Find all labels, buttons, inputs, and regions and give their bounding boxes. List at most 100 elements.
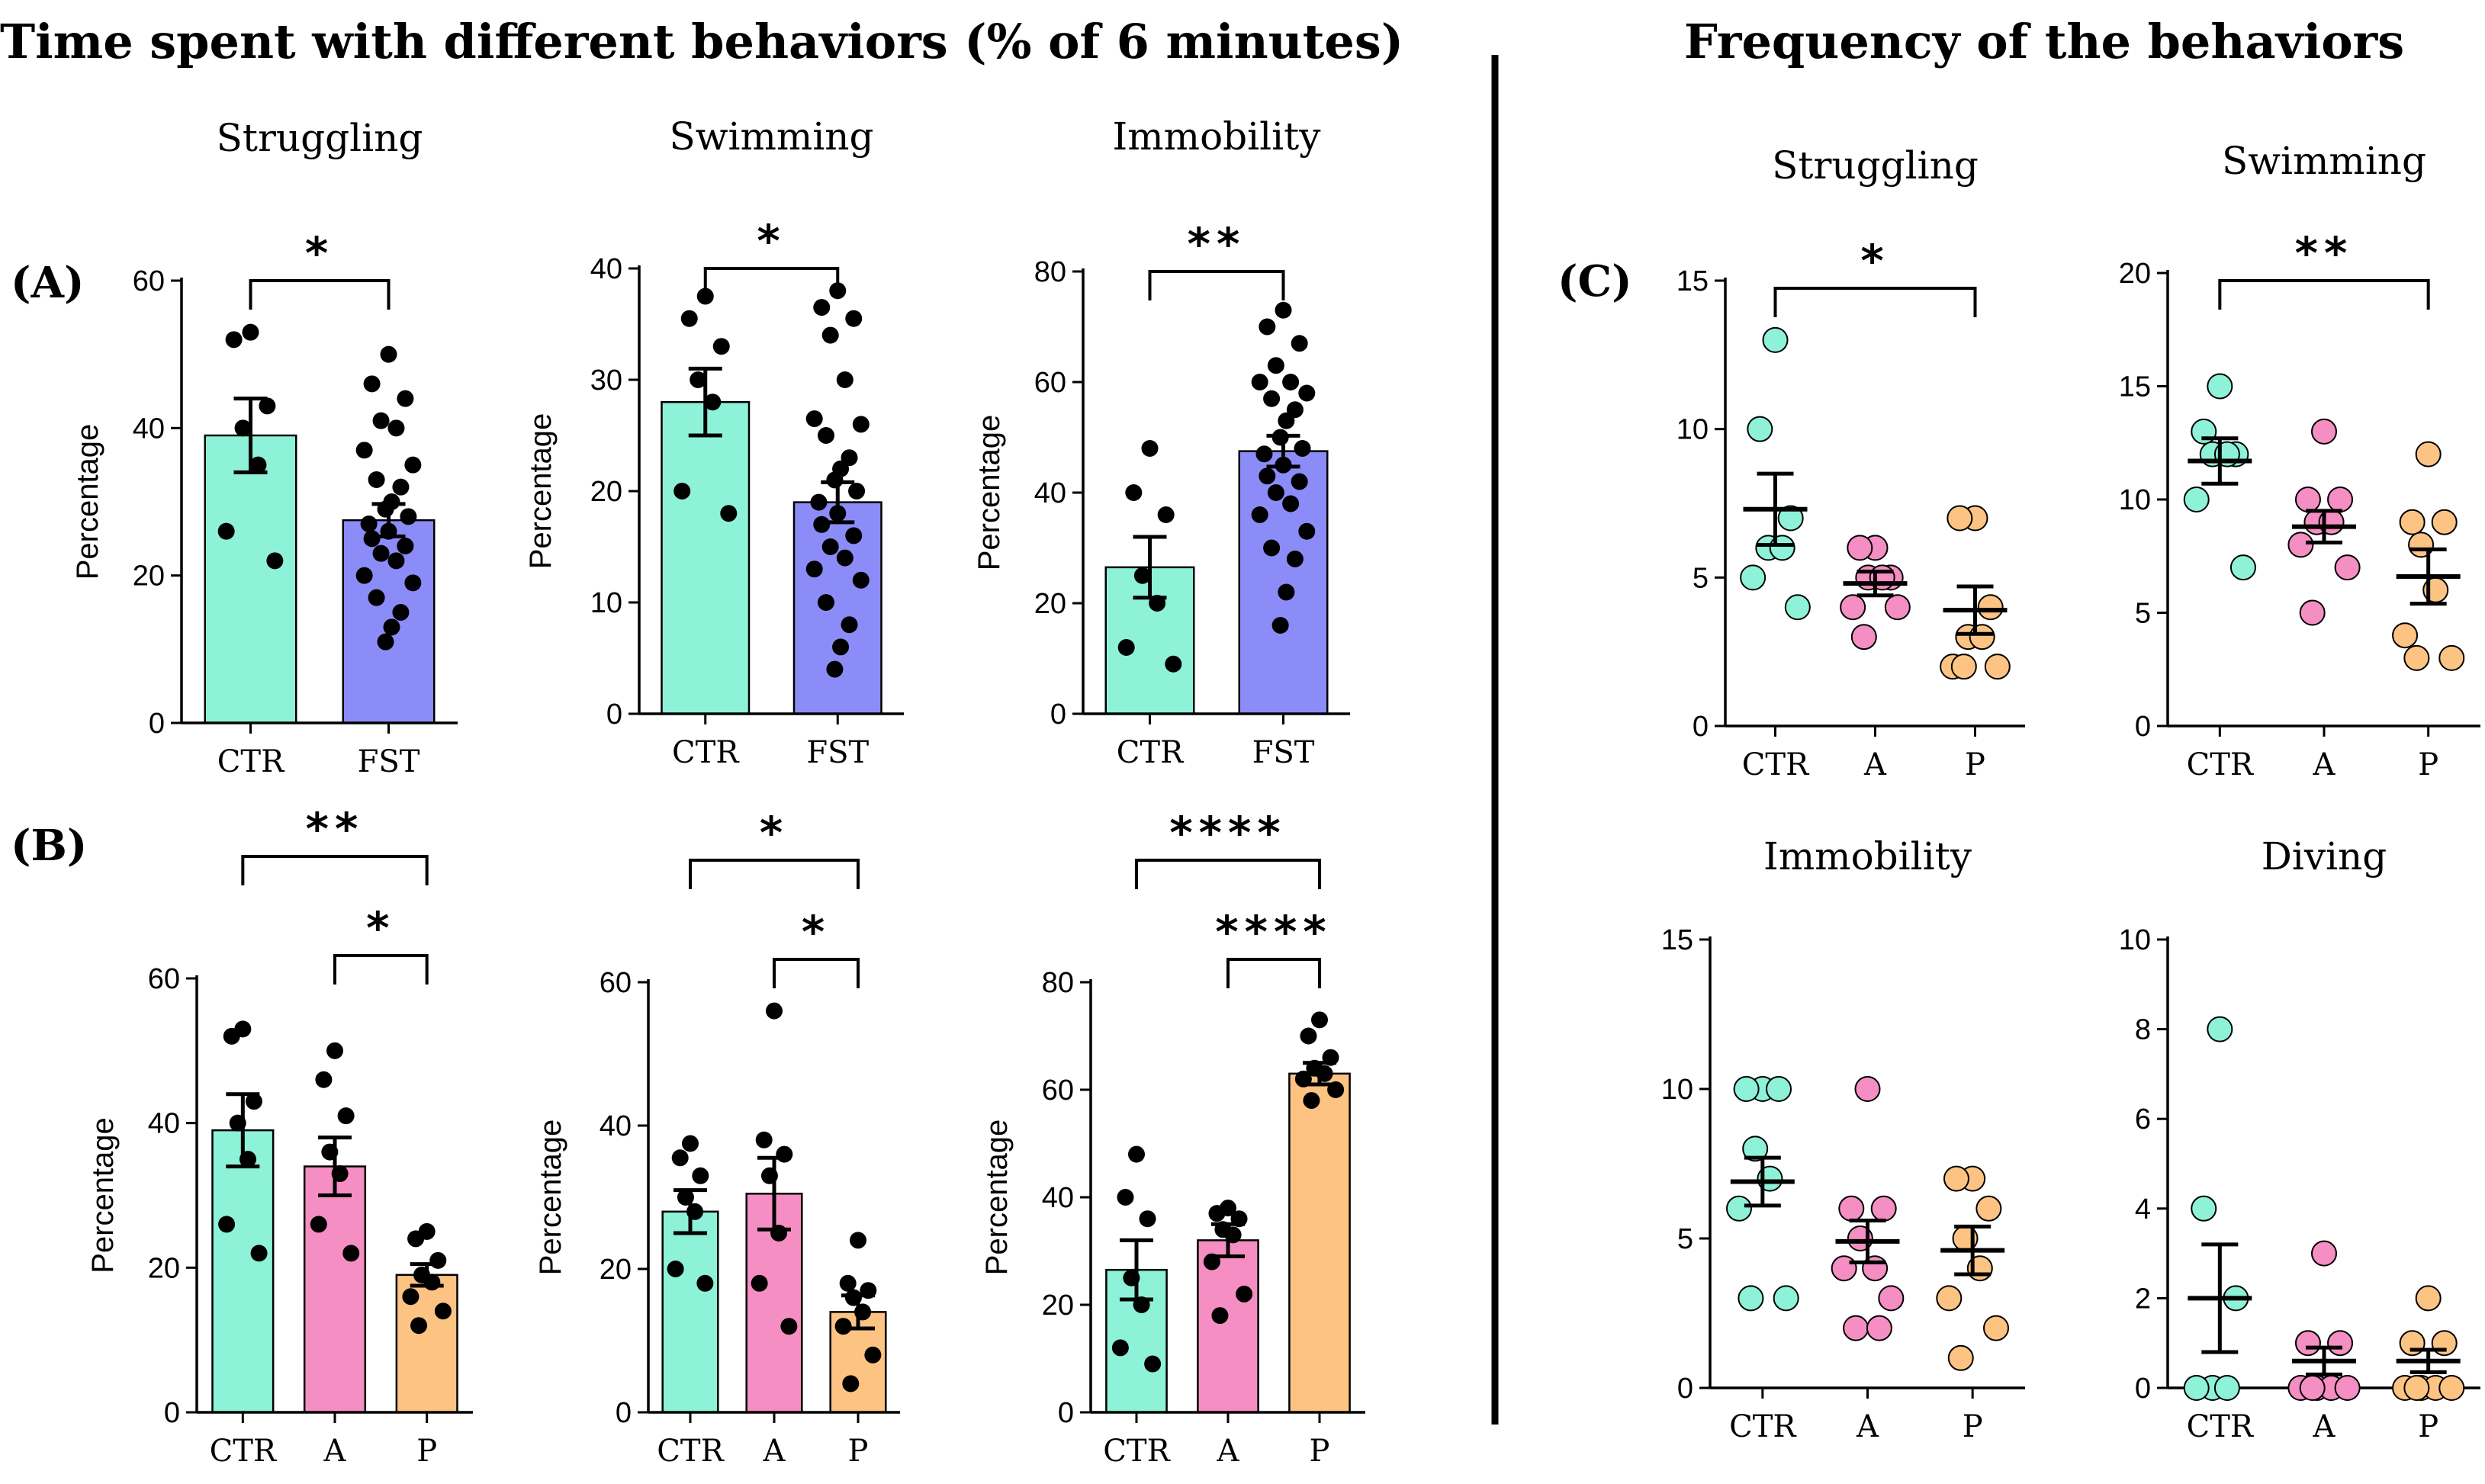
data-point [1843, 1315, 1869, 1341]
data-point [1740, 564, 1767, 591]
chart-title: Struggling [1772, 143, 1979, 188]
y-tick-label: 20 [1042, 1290, 1074, 1322]
y-tick-label: 0 [606, 699, 622, 731]
data-point [836, 371, 854, 388]
x-tick-label: P [2418, 747, 2438, 782]
data-point [387, 419, 405, 437]
data-point [2299, 1375, 2326, 1401]
chart-B-swimming: 0 20 40 60 Percentage CTR A P ** [534, 807, 900, 1469]
data-point [1282, 374, 1300, 390]
data-point [337, 1107, 355, 1125]
data-point [1725, 1195, 1752, 1222]
y-tick-label: 15 [1676, 265, 1709, 297]
data-point [372, 544, 390, 562]
y-axis-label: Percentage [980, 1119, 1014, 1276]
data-point [712, 338, 730, 355]
data-point [245, 1093, 262, 1110]
data-point [1271, 617, 1289, 634]
data-point [720, 505, 738, 522]
x-tick-label: P [1965, 747, 1985, 782]
data-point [1838, 1195, 1865, 1222]
x-tick-label: CTR [2187, 1409, 2255, 1444]
data-point [1263, 390, 1281, 407]
data-point [1943, 1165, 1969, 1192]
data-point [832, 638, 850, 656]
data-point [1831, 1255, 1857, 1282]
data-point [821, 538, 839, 555]
y-axis-label: Percentage [534, 1119, 567, 1276]
data-point [368, 589, 385, 606]
data-point [342, 1245, 360, 1262]
data-point [250, 1245, 268, 1262]
data-point [2334, 554, 2361, 581]
data-point [1267, 484, 1284, 501]
significance-label: * [305, 227, 334, 279]
data-point [2183, 487, 2210, 512]
data-point [2403, 1375, 2430, 1401]
x-tick-label: P [1310, 1434, 1330, 1469]
data-point [813, 516, 831, 533]
y-tick-label: 10 [2119, 924, 2151, 956]
data-point [780, 1318, 798, 1335]
y-axis-label: Percentage [71, 424, 104, 580]
y-tick-label: 80 [1042, 967, 1074, 999]
data-point [1766, 1076, 1792, 1102]
y-tick-label: 0 [1050, 699, 1066, 731]
data-point [397, 390, 414, 407]
data-point [692, 1167, 709, 1184]
data-point [1983, 1315, 2010, 1341]
data-point [1936, 1285, 1963, 1312]
y-tick-label: 5 [1677, 1223, 1693, 1255]
y-tick-label: 40 [133, 413, 165, 445]
significance-bracket [2218, 279, 2430, 310]
data-point [2183, 1375, 2210, 1401]
data-point [1298, 522, 1316, 540]
data-point [383, 618, 400, 636]
significance-label: * [802, 906, 831, 958]
data-point [397, 538, 414, 554]
y-tick-label: 80 [1034, 256, 1066, 288]
data-point [402, 1288, 420, 1306]
data-point [2294, 1330, 2321, 1357]
data-point [2438, 1375, 2465, 1401]
y-tick-label: 40 [590, 253, 622, 285]
data-point [363, 530, 381, 548]
data-point [2415, 1285, 2442, 1312]
data-point [2294, 487, 2321, 512]
x-tick-label: P [416, 1434, 437, 1469]
chart-B-struggling: 0 20 40 60 Percentage CTR A P *** [86, 803, 473, 1469]
panel-label-a: (A) [11, 258, 84, 308]
significance-bracket [773, 958, 860, 988]
data-point [845, 527, 863, 544]
y-tick-label: 0 [149, 708, 165, 740]
data-point [223, 1027, 240, 1045]
data-point [696, 1274, 714, 1292]
data-point [259, 397, 276, 415]
data-point [1298, 384, 1316, 402]
y-tick-label: 60 [133, 265, 165, 297]
y-tick-label: 0 [2135, 1373, 2151, 1405]
data-point [404, 574, 422, 592]
data-point [1165, 655, 1182, 673]
y-tick-label: 20 [148, 1252, 180, 1284]
x-tick-label: CTR [1729, 1409, 1797, 1444]
data-point [2207, 1016, 2233, 1042]
significance-bracket [241, 855, 429, 885]
x-tick-label: P [1963, 1409, 1983, 1444]
significance-label: * [757, 215, 786, 267]
significance-label: ** [306, 803, 365, 855]
y-tick-label: 60 [1034, 367, 1066, 399]
data-point [805, 561, 823, 578]
data-point [2327, 1330, 2354, 1357]
data-point [842, 1375, 860, 1392]
significance-label: **** [1169, 807, 1286, 859]
data-point [2399, 509, 2426, 535]
y-tick-label: 10 [590, 587, 622, 619]
significance-bracket [1773, 287, 1977, 317]
y-tick-label: 8 [2135, 1014, 2151, 1046]
x-tick-label: CTR [217, 744, 285, 779]
data-point [2229, 554, 2256, 581]
data-point [1773, 1285, 1799, 1312]
